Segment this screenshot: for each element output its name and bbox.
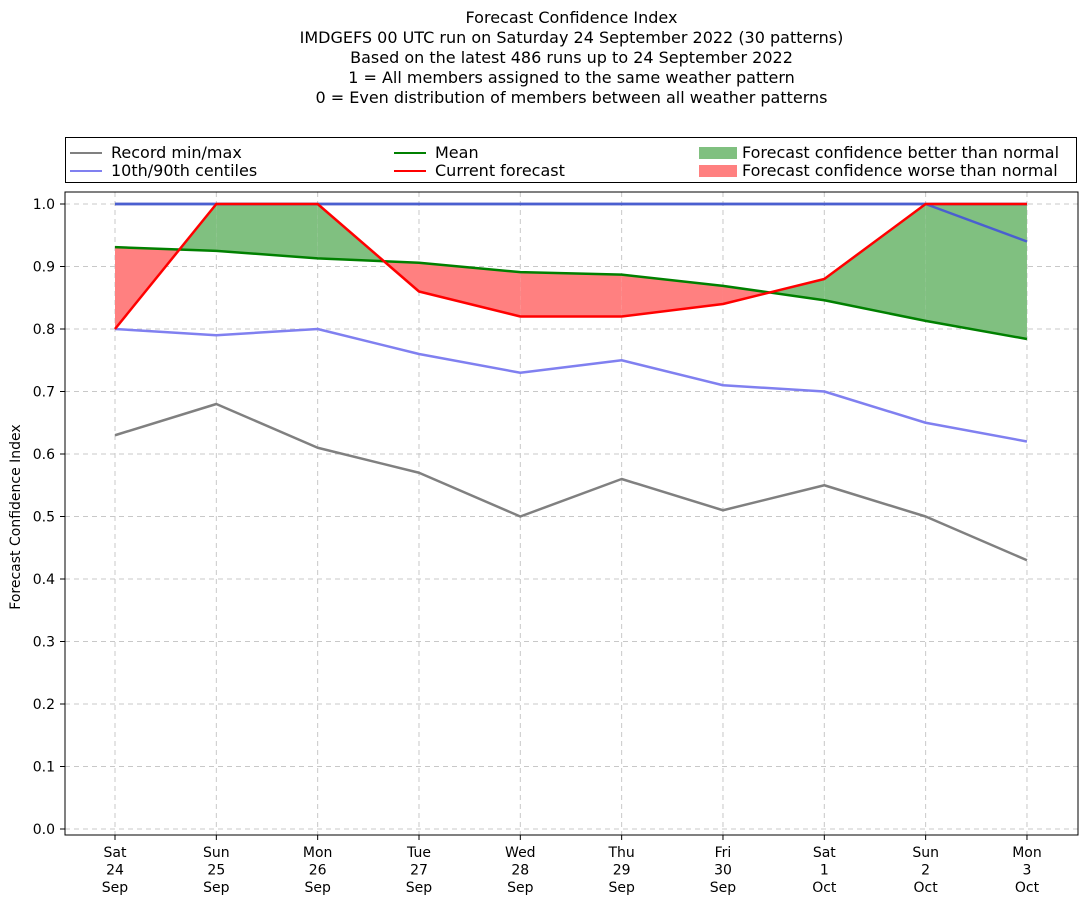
legend-swatch-worse <box>699 164 737 177</box>
y-tick-label: 0.2 <box>33 697 55 713</box>
legend-item-current: Current forecast <box>394 161 565 180</box>
x-tick-label: Thu 29 Sep <box>607 845 634 896</box>
fill-worse <box>520 272 622 317</box>
legend-item-mean: Mean <box>394 143 479 162</box>
series-record-min <box>114 402 1028 562</box>
x-tick-label: Mon 3 Oct <box>1012 845 1042 896</box>
legend-swatch-current <box>394 169 426 172</box>
x-tick-label: Fri 30 Sep <box>710 845 737 896</box>
y-tick-label: 0.8 <box>33 322 55 338</box>
x-tick-label: Sat 24 Sep <box>102 845 129 896</box>
y-tick-label: 0.7 <box>33 385 55 401</box>
plot-frame <box>64 191 1079 836</box>
legend-label-current: Current forecast <box>435 161 565 180</box>
y-tick-label: 0.9 <box>33 260 55 276</box>
grid <box>65 192 1078 835</box>
title-line-3: Based on the latest 486 runs up to 24 Se… <box>350 48 793 67</box>
y-axis: 0.0 0.1 0.2 0.3 0.4 0.5 0.6 0.7 0.8 0.9 1.0 <box>33 197 65 838</box>
legend-label-mean: Mean <box>435 143 479 162</box>
legend-swatch-mean <box>394 151 426 154</box>
legend-item-record: Record min/max <box>70 143 242 162</box>
fill-worse <box>418 262 521 317</box>
fill-better <box>216 204 318 259</box>
legend-label-worse: Forecast confidence worse than normal <box>742 161 1058 180</box>
series-mean <box>114 245 1028 341</box>
title-line-2: IMDGEFS 00 UTC run on Saturday 24 Septem… <box>299 28 844 47</box>
x-tick-label: Wed 28 Sep <box>505 845 536 896</box>
legend-label-better: Forecast confidence better than normal <box>742 143 1060 162</box>
x-tick-label: Sun 2 Oct <box>912 845 939 896</box>
y-tick-label: 0.0 <box>33 822 55 838</box>
y-tick-label: 0.5 <box>33 510 55 526</box>
fill-better <box>769 279 825 301</box>
fill-better <box>925 204 1027 339</box>
series-current <box>114 202 1027 330</box>
x-tick-label: Tue 27 Sep <box>406 845 433 896</box>
x-tick-label: Mon 26 Sep <box>303 845 333 896</box>
legend-item-better: Forecast confidence better than normal <box>699 143 1059 162</box>
y-tick-label: 0.4 <box>33 572 55 588</box>
legend-item-worse: Forecast confidence worse than normal <box>699 161 1058 180</box>
legend-item-centiles: 10th/90th centiles <box>70 161 257 180</box>
y-tick-label: 0.6 <box>33 447 55 463</box>
title-line-5: 0 = Even distribution of members between… <box>315 88 828 107</box>
y-tick-label: 1.0 <box>33 197 55 213</box>
y-axis-label: Forecast Confidence Index <box>8 424 24 610</box>
legend: Record min/max 10th/90th centiles Mean C… <box>65 137 1077 183</box>
fill-worse <box>722 285 770 304</box>
series-lines <box>114 202 1028 562</box>
y-tick-label: 0.1 <box>33 760 55 776</box>
legend-swatch-record <box>70 151 102 154</box>
confidence-fills <box>115 204 1027 339</box>
fill-better <box>824 204 926 321</box>
title-line-1: Forecast Confidence Index <box>465 8 678 27</box>
x-tick-label: Sat 1 Oct <box>812 845 837 896</box>
legend-swatch-better <box>699 146 737 159</box>
legend-swatch-centiles <box>70 169 102 172</box>
series-centile-10 <box>114 327 1028 443</box>
legend-label-record: Record min/max <box>111 143 242 162</box>
x-axis: Sat 24 Sep Sun 25 Sep Mon 26 Sep Tue 27 Sep Wed 28 Sep… <box>102 835 1042 896</box>
x-tick-label: Sun 25 Sep <box>203 845 230 896</box>
title-line-4: 1 = All members assigned to the same wea… <box>348 68 795 87</box>
legend-label-centiles: 10th/90th centiles <box>111 161 258 180</box>
chart-title: Forecast Confidence Index IMDGEFS 00 UTC… <box>0 8 1092 108</box>
y-tick-label: 0.3 <box>33 635 55 651</box>
